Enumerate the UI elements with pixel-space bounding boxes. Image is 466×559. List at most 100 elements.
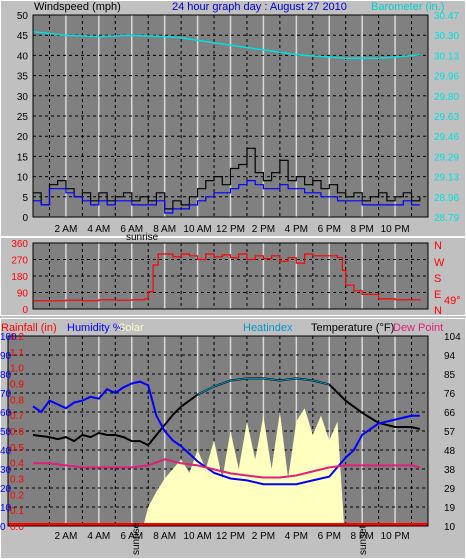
temperature-tick-label: 94 — [444, 351, 456, 362]
humidity-tick-label: 0 — [0, 522, 6, 533]
temperature-tick-label: 66 — [444, 408, 456, 419]
x-tick-label: 4 AM — [87, 224, 110, 235]
humidity-tick-label: 70 — [0, 389, 12, 400]
x-tick-label: 2 PM — [252, 531, 275, 542]
barometer-tick-label: 29.63 — [434, 112, 459, 123]
rainfall-tick-label: 0.1 — [10, 506, 24, 517]
x-tick-label: 8 AM — [153, 531, 176, 542]
direction-label-s: S — [434, 273, 441, 285]
temperature-tick-label: 10 — [444, 522, 456, 533]
rainfall-tick-label: 0.0 — [10, 522, 24, 533]
humidity-tick-label: 10 — [0, 503, 12, 514]
x-tick-label: 2 PM — [252, 224, 275, 235]
temperature-tick-label: 76 — [444, 389, 456, 400]
plot-border — [7, 335, 429, 527]
humidity-tick-label: 50 — [0, 427, 12, 438]
x-tick-label: 8 AM — [153, 224, 176, 235]
rainfall-tick-label: 1.0 — [10, 364, 24, 375]
sunrise-label-top: sunrise — [126, 232, 159, 243]
chart-title: 24 hour graph day : August 27 2010 — [172, 1, 347, 13]
x-tick-label: 8 PM — [350, 531, 373, 542]
x-tick-label: 10 AM — [183, 224, 211, 235]
series-dew-point-line — [33, 458, 421, 479]
plot-border — [32, 242, 429, 310]
barometer-tick-label: 29.29 — [434, 152, 459, 163]
dewpoint-axis-label: Dew Point — [393, 322, 443, 334]
rainfall-bar — [8, 523, 428, 526]
direction-label-w: W — [434, 257, 445, 269]
series-humidity-line — [32, 380, 420, 486]
x-tick-label: 12 PM — [216, 224, 245, 235]
rainfall-tick-label: 1.1 — [10, 348, 24, 359]
series-wind-direction-line — [33, 253, 421, 302]
rainfall-tick-label: 0.9 — [10, 380, 24, 391]
barometer-tick-label: 29.96 — [434, 72, 459, 83]
temperature-tick-label: 19 — [444, 503, 456, 514]
solar-area — [143, 408, 345, 526]
rainfall-tick-label: 0.7 — [10, 411, 24, 422]
rainfall-tick-label: 0.2 — [10, 490, 24, 501]
barometer-tick-label: 29.80 — [434, 92, 459, 103]
barometer-tick-label: 30.13 — [434, 51, 459, 62]
barometer-tick-label: 29.46 — [434, 132, 459, 143]
temperature-tick-label: 85 — [444, 370, 456, 381]
barometer-tick-label: 28.79 — [434, 213, 459, 224]
windspeed-tick-label: 20 — [17, 132, 29, 143]
direction-label-n-bottom: N — [434, 305, 442, 317]
grid-lines — [8, 15, 428, 526]
temperature-tick-label: 48 — [444, 446, 456, 457]
plot-border — [32, 14, 429, 218]
series-gust-line — [33, 147, 421, 210]
windspeed-tick-label: 25 — [17, 112, 29, 123]
series-barometer-line — [32, 31, 420, 60]
windspeed-tick-label: 50 — [17, 11, 29, 22]
windspeed-tick-label: 45 — [17, 31, 29, 42]
barometer-tick-label: 30.30 — [434, 31, 459, 42]
humidity-tick-label: 90 — [0, 351, 12, 362]
rainfall-tick-label: 0.6 — [10, 427, 24, 438]
sunset-label-bottom: sunset — [358, 525, 369, 555]
x-tick-label: 4 PM — [285, 531, 308, 542]
current-direction-value: 49° — [444, 295, 461, 307]
x-tick-label: 4 AM — [87, 531, 110, 542]
windspeed-tick-label: 0 — [22, 213, 28, 224]
temperature-axis-label: Temperature (°F) — [311, 322, 394, 334]
humidity-tick-label: 20 — [0, 484, 12, 495]
rainfall-tick-label: 0.3 — [10, 475, 24, 486]
series-average-line — [33, 180, 420, 214]
direction-tick-label: 270 — [11, 256, 28, 267]
x-tick-label: 12 PM — [216, 531, 245, 542]
direction-label-n-top: N — [434, 240, 442, 252]
x-tick-label: 2 AM — [55, 224, 78, 235]
direction-tick-label: 90 — [17, 289, 29, 300]
windspeed-tick-label: 30 — [17, 92, 29, 103]
direction-tick-label: 0 — [22, 305, 28, 316]
x-tick-label: 10 AM — [183, 531, 211, 542]
rainfall-tick-label: 0.4 — [10, 459, 24, 470]
temperature-tick-label: 29 — [444, 484, 456, 495]
x-tick-label: 6 PM — [318, 531, 341, 542]
x-tick-label: 2 AM — [55, 531, 78, 542]
series-heatindex-line — [197, 377, 330, 396]
humidity-tick-label: 30 — [0, 465, 12, 476]
barometer-tick-label: 29.13 — [434, 173, 459, 184]
direction-label-e: E — [434, 289, 441, 301]
x-tick-label: 6 PM — [318, 224, 341, 235]
windspeed-tick-label: 5 — [22, 193, 28, 204]
solar-axis-label: Solar — [118, 322, 144, 334]
windspeed-tick-label: 10 — [17, 173, 29, 184]
x-tick-label: 4 PM — [285, 224, 308, 235]
humidity-axis-label: Humidity % — [67, 322, 123, 334]
temperature-tick-label: 38 — [444, 465, 456, 476]
windspeed-tick-label: 40 — [17, 51, 29, 62]
temperature-tick-label: 104 — [444, 332, 461, 343]
heatindex-axis-label: Heatindex — [243, 322, 293, 334]
direction-tick-label: 360 — [11, 239, 28, 250]
windspeed-tick-label: 35 — [17, 72, 29, 83]
rainfall-tick-label: 1.2 — [10, 332, 24, 343]
barometer-tick-label: 28.96 — [434, 193, 459, 204]
humidity-tick-label: 100 — [0, 332, 17, 343]
direction-tick-label: 180 — [11, 272, 28, 283]
barometer-tick-label: 30.47 — [434, 11, 459, 22]
